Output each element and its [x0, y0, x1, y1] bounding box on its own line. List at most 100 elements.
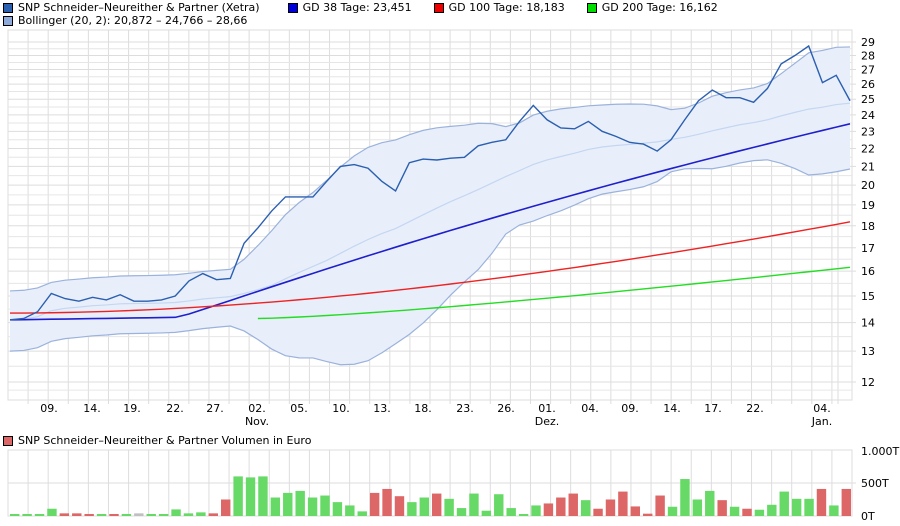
- volume-bar: [444, 498, 454, 516]
- legend-item-gd100[interactable]: GD 100 Tage: 18,183: [433, 1, 565, 14]
- volume-bar: [767, 504, 777, 516]
- legend-swatch-volume: [3, 435, 13, 446]
- volume-bar: [680, 479, 690, 516]
- volume-bar: [630, 506, 640, 516]
- volume-bar: [742, 508, 752, 516]
- volume-bar: [580, 500, 591, 516]
- legend-label-gd38: GD 38 Tage: 23,451: [302, 1, 412, 14]
- volume-bar: [270, 497, 281, 516]
- volume-bar: [158, 514, 169, 516]
- x-tick-label: 04.: [813, 402, 831, 415]
- volume-bar: [481, 510, 492, 516]
- moving-average-lines: [9, 123, 851, 321]
- x-tick-label: 27.: [206, 402, 224, 415]
- volume-bar: [779, 491, 789, 516]
- volume-bar: [407, 502, 417, 516]
- volume-bar: [816, 488, 827, 516]
- volume-bar: [568, 493, 578, 516]
- y-tick-label: 22: [861, 142, 875, 155]
- volume-bar: [643, 513, 653, 516]
- legend-item-volume[interactable]: SNP Schneider–Neureither & Partner Volum…: [3, 434, 311, 447]
- legend-row-2: Bollinger (20, 2): 20,872 – 24,766 – 28,…: [3, 14, 269, 27]
- legend-item-gd38[interactable]: GD 38 Tage: 23,451: [287, 1, 412, 14]
- volume-bar: [59, 513, 70, 516]
- volume-bar: [469, 493, 479, 516]
- legend-swatch-price: [3, 2, 13, 13]
- volume-bar: [121, 514, 132, 516]
- legend-item-bollinger[interactable]: Bollinger (20, 2): 20,872 – 24,766 – 28,…: [3, 14, 247, 27]
- volume-bar: [196, 512, 206, 516]
- volume-bar: [419, 497, 429, 516]
- volume-bar: [357, 511, 367, 516]
- legend-swatch-gd38: [287, 2, 298, 13]
- x-tick-month: Nov.: [245, 415, 269, 428]
- legend-row-1: SNP Schneider–Neureither & Partner (Xetr…: [3, 1, 740, 14]
- x-tick-label: 22.: [746, 402, 764, 415]
- volume-bar: [22, 514, 32, 516]
- volume-bar: [494, 494, 504, 516]
- volume-bar: [283, 492, 293, 516]
- volume-bar: [295, 490, 305, 516]
- legend-swatch-bollinger: [3, 15, 13, 26]
- x-tick-label: 19.: [123, 402, 141, 415]
- volume-bar: [345, 505, 355, 516]
- volume-bar: [208, 513, 218, 516]
- volume-y-axis: 1.000T 500T 0T: [861, 445, 899, 523]
- legend-swatch-gd100: [433, 2, 444, 13]
- y-tick-label: 14: [861, 317, 875, 330]
- x-tick-label: 23.: [456, 402, 474, 415]
- y-tick-label: 26: [861, 78, 875, 91]
- volume-bar: [556, 497, 566, 516]
- y-tick-label: 27: [861, 64, 875, 77]
- volume-bar: [729, 506, 740, 516]
- y-tick-label: 19: [861, 199, 875, 212]
- volume-bar: [320, 495, 330, 516]
- date-x-axis: 09. 14. 19. 22. 27. 02.Nov. 05. 10. 13. 18. 23. 26.…: [40, 402, 832, 428]
- volume-bar: [432, 493, 442, 516]
- bollinger-lower: [9, 159, 851, 366]
- legend-item-price[interactable]: SNP Schneider–Neureither & Partner (Xetr…: [3, 1, 260, 14]
- volume-bar: [655, 495, 665, 516]
- volume-tick-label: 500T: [861, 477, 889, 490]
- y-tick-label: 20: [861, 179, 875, 192]
- gd100-line: [9, 221, 851, 314]
- volume-bar: [307, 497, 318, 516]
- volume-bar: [96, 514, 107, 516]
- volume-bar: [72, 513, 82, 516]
- volume-bar: [183, 513, 194, 516]
- price-series: [9, 44, 851, 321]
- volume-bar: [134, 513, 144, 516]
- volume-bar: [717, 500, 727, 516]
- x-tick-label: 02.: [248, 402, 266, 415]
- volume-bar: [258, 476, 268, 516]
- volume-bar: [369, 492, 380, 516]
- gd200-line: [257, 266, 851, 320]
- y-tick-label: 23: [861, 125, 875, 138]
- volume-tick-label: 0T: [861, 510, 875, 523]
- x-tick-label: 18.: [414, 402, 432, 415]
- legend-swatch-gd200: [586, 2, 597, 13]
- y-tick-label: 24: [861, 109, 875, 122]
- y-tick-label: 15: [861, 290, 875, 303]
- volume-tick-label: 1.000T: [861, 445, 899, 458]
- x-tick-month: Jan.: [811, 415, 832, 428]
- y-tick-label: 29: [861, 36, 875, 49]
- volume-bar: [667, 506, 678, 516]
- volume-bar: [754, 509, 765, 516]
- legend-label-price: SNP Schneider–Neureither & Partner (Xetr…: [18, 1, 260, 14]
- x-tick-label: 14.: [83, 402, 101, 415]
- legend-label-bollinger: Bollinger (20, 2): 20,872 – 24,766 – 28,…: [18, 14, 248, 27]
- volume-bar: [332, 502, 343, 516]
- bollinger-middle: [9, 102, 851, 321]
- volume-bar: [146, 514, 156, 516]
- y-tick-label: 12: [861, 376, 875, 389]
- x-tick-label: 10.: [332, 402, 350, 415]
- volume-bar: [829, 505, 839, 516]
- x-tick-label: 09.: [621, 402, 639, 415]
- volume-bar: [531, 505, 541, 516]
- volume-bar: [84, 514, 94, 516]
- legend-row-volume: SNP Schneider–Neureither & Partner Volum…: [3, 434, 333, 447]
- legend-item-gd200[interactable]: GD 200 Tage: 16,162: [586, 1, 718, 14]
